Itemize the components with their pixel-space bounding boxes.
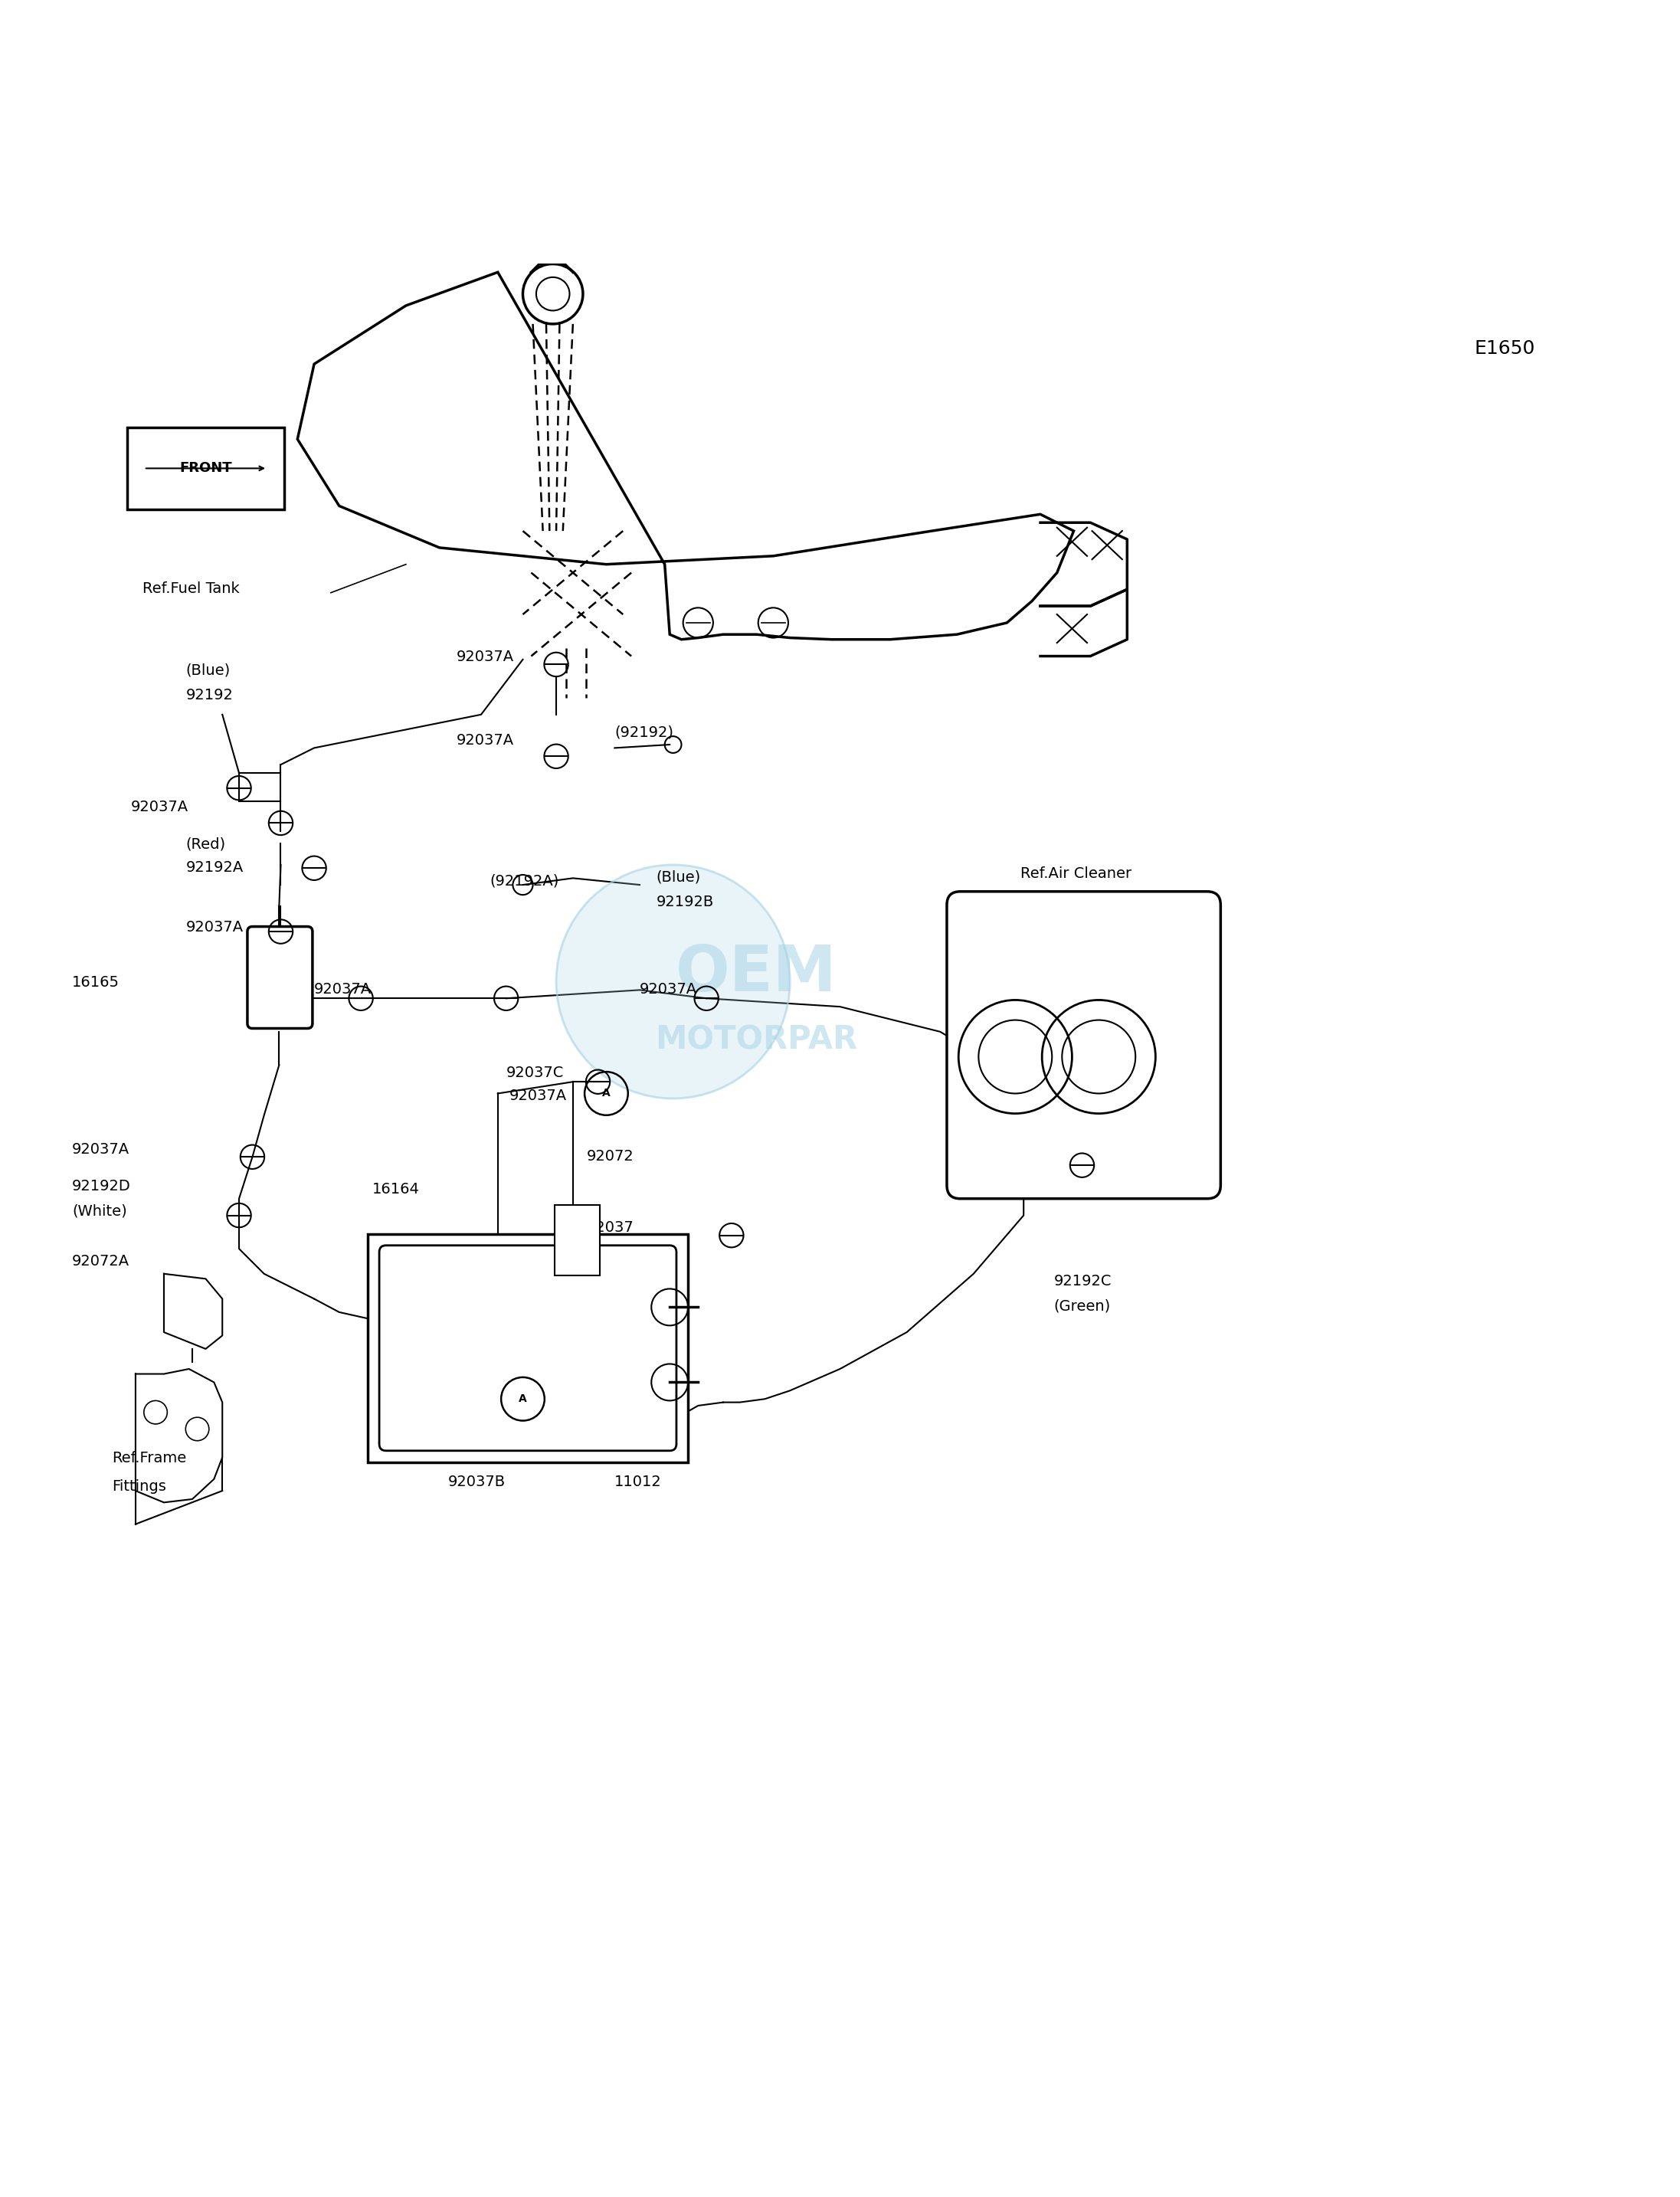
Text: 92037A: 92037A	[509, 1090, 568, 1103]
Text: 92192A: 92192A	[185, 859, 244, 874]
Text: Ref.Frame: Ref.Frame	[113, 1450, 186, 1465]
Text: 92192B: 92192B	[657, 894, 714, 910]
Text: (92192): (92192)	[615, 725, 674, 740]
Text: A: A	[519, 1393, 528, 1404]
Text: 92037: 92037	[586, 1222, 633, 1235]
FancyBboxPatch shape	[128, 428, 284, 510]
Text: Fittings: Fittings	[113, 1479, 166, 1494]
Circle shape	[556, 866, 790, 1098]
Text: 92192C: 92192C	[1053, 1274, 1112, 1287]
FancyBboxPatch shape	[948, 892, 1221, 1200]
Text: Ref.Air Cleaner: Ref.Air Cleaner	[1020, 866, 1131, 881]
Text: FRONT: FRONT	[180, 461, 232, 475]
Text: 92037A: 92037A	[131, 800, 188, 815]
Text: 92037A: 92037A	[72, 1142, 129, 1156]
Text: 11012: 11012	[615, 1474, 662, 1490]
Text: 92037B: 92037B	[447, 1474, 506, 1490]
Text: (92192A): (92192A)	[489, 874, 559, 888]
Text: (White): (White)	[72, 1204, 128, 1219]
Text: (Blue): (Blue)	[657, 870, 701, 885]
Text: Ref.Fuel Tank: Ref.Fuel Tank	[143, 582, 239, 595]
Text: 92192D: 92192D	[72, 1180, 131, 1193]
FancyBboxPatch shape	[368, 1235, 689, 1463]
Text: (Green): (Green)	[1053, 1298, 1110, 1314]
Text: 92037A: 92037A	[640, 982, 697, 997]
Text: 92037A: 92037A	[455, 650, 514, 663]
Text: MOTORPAR: MOTORPAR	[655, 1024, 858, 1057]
Text: OEM: OEM	[675, 943, 837, 1004]
Text: 92192: 92192	[185, 688, 234, 703]
Text: (Blue): (Blue)	[185, 663, 230, 677]
Text: 92037A: 92037A	[455, 734, 514, 747]
Text: 92037: 92037	[1087, 1145, 1134, 1158]
Text: 92037C: 92037C	[506, 1066, 564, 1081]
FancyBboxPatch shape	[247, 927, 312, 1028]
FancyBboxPatch shape	[554, 1206, 600, 1276]
Text: A: A	[601, 1088, 610, 1098]
Text: 92072A: 92072A	[72, 1254, 129, 1268]
Text: (Red): (Red)	[185, 837, 225, 850]
Text: 16164: 16164	[373, 1182, 420, 1197]
Text: 92037A: 92037A	[185, 921, 244, 934]
Text: E1650: E1650	[1475, 338, 1536, 358]
FancyBboxPatch shape	[380, 1246, 677, 1450]
Text: 92072: 92072	[586, 1149, 633, 1164]
Text: 16165: 16165	[72, 975, 119, 989]
Text: 92037A: 92037A	[314, 982, 371, 997]
